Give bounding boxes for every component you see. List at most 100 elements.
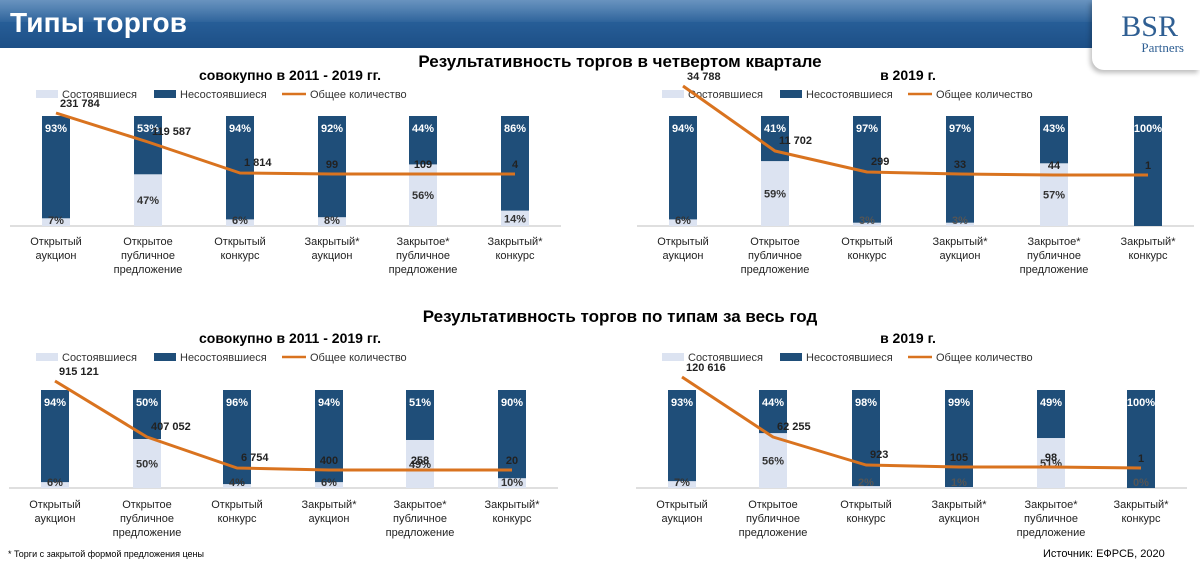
bar-failed [409, 116, 437, 165]
label-total: 923 [870, 449, 888, 461]
bsr-logo: BSR Partners [1092, 0, 1200, 70]
chart-legend: Состоявшиеся Несостоявшиеся Общее количест… [662, 89, 1033, 101]
legend-label-done: Состоявшиеся [688, 89, 763, 101]
bar-done [946, 222, 974, 226]
legend-label-failed: Несостоявшиеся [806, 352, 893, 364]
label-done-pct: 10% [501, 477, 523, 489]
label-failed-pct: 93% [45, 123, 67, 135]
source-note: Источник: ЕФРСБ, 2020 [1043, 548, 1165, 560]
bar-done [669, 219, 697, 226]
label-done-pct: 6% [47, 477, 63, 489]
bar-failed [852, 390, 880, 487]
bar-failed [1134, 116, 1162, 226]
label-failed-pct: 53% [137, 123, 159, 135]
label-done-pct: 3% [859, 215, 875, 227]
label-total: 1 814 [244, 157, 272, 169]
label-done-pct: 14% [504, 213, 526, 225]
label-done-pct: 6% [232, 215, 248, 227]
bar-done [133, 439, 161, 488]
label-done-pct: 2% [858, 477, 874, 489]
chart-q4-total: совокупно в 2011 - 2019 гг. Состоявшиеся Н… [10, 67, 561, 276]
bar-failed [1127, 390, 1155, 488]
category-label: Открытый аукцион [30, 236, 82, 262]
bar-failed [668, 390, 696, 482]
footnote: * Торги с закрытой формой предложения це… [8, 549, 204, 559]
category-label: Открытое публичное предложение [741, 236, 810, 276]
label-total: 4 [512, 159, 519, 171]
chart-title: совокупно в 2011 - 2019 гг. [199, 67, 381, 83]
bar-done [945, 487, 973, 488]
label-total: 98 [1045, 452, 1057, 464]
label-done-pct: 6% [321, 477, 337, 489]
label-failed-pct: 86% [504, 123, 526, 135]
label-total: 62 255 [777, 421, 811, 433]
legend-swatch-done [36, 90, 58, 98]
category-label: Закрытый* аукцион [933, 236, 989, 262]
label-total: 44 [1048, 160, 1061, 172]
bar-failed [318, 116, 346, 218]
label-failed-pct: 43% [1043, 123, 1065, 135]
category-label: Закрытый* конкурс [1114, 499, 1170, 525]
legend-label-total: Общее количество [936, 352, 1033, 364]
chart-legend: Состоявшиеся Несостоявшиеся Общее количест… [36, 89, 407, 101]
category-label: Открытое публичное предложение [739, 499, 808, 539]
bar-done [498, 478, 526, 488]
label-done-pct: 56% [762, 456, 784, 468]
label-failed-pct: 50% [136, 397, 158, 409]
total-line [682, 84, 1148, 177]
label-done-pct: 7% [674, 477, 690, 489]
bar-done [1037, 438, 1065, 488]
chart-title: в 2019 г. [880, 330, 936, 346]
bar-failed [41, 390, 69, 483]
total-line [55, 111, 515, 176]
label-failed-pct: 99% [948, 397, 970, 409]
legend-swatch-done [662, 353, 684, 361]
label-failed-pct: 92% [321, 123, 343, 135]
legend-label-total: Общее количество [310, 89, 407, 101]
legend-label-failed: Несостоявшиеся [180, 89, 267, 101]
label-done-pct: 6% [675, 215, 691, 227]
bar-done [226, 219, 254, 226]
category-label: Закрытый* конкурс [488, 236, 544, 262]
bar-done [42, 218, 70, 226]
label-total: 1 [1138, 453, 1144, 465]
legend-label-total: Общее количество [310, 352, 407, 364]
bar-failed [1040, 116, 1068, 164]
total-line [54, 379, 512, 472]
label-failed-pct: 98% [855, 397, 877, 409]
category-label: Закрытый* конкурс [1121, 236, 1177, 262]
bar-done [406, 439, 434, 488]
bar-failed [945, 390, 973, 488]
label-failed-pct: 90% [501, 397, 523, 409]
chart-title: совокупно в 2011 - 2019 гг. [199, 330, 381, 346]
category-label: Закрытый* аукцион [932, 499, 988, 525]
category-label: Закрытое* публичное предложение [1020, 236, 1089, 276]
label-done-pct: 1% [951, 477, 967, 489]
category-label: Открытый конкурс [840, 499, 892, 525]
label-failed-pct: 94% [318, 397, 340, 409]
label-done-pct: 57% [1043, 190, 1065, 202]
bar-failed [946, 116, 974, 223]
label-done-pct: 4% [229, 477, 245, 489]
bar-failed [759, 390, 787, 434]
legend-swatch-failed [780, 353, 802, 361]
bar-done [501, 210, 529, 226]
label-total: 299 [871, 156, 889, 168]
legend-swatch-done [662, 90, 684, 98]
legend-label-done: Состоявшиеся [62, 89, 137, 101]
header-banner: Типы торгов [0, 0, 1200, 48]
bar-done [134, 174, 162, 226]
legend-label-failed: Несостоявшиеся [806, 89, 893, 101]
label-failed-pct: 44% [762, 397, 784, 409]
legend-label-done: Состоявшиеся [62, 352, 137, 364]
label-failed-pct: 97% [856, 123, 878, 135]
bar-done [761, 161, 789, 226]
bar-done [668, 481, 696, 488]
chart-title: в 2019 г. [880, 67, 936, 83]
label-failed-pct: 49% [1040, 397, 1062, 409]
bar-failed [1037, 390, 1065, 439]
label-total: 231 784 [60, 98, 101, 110]
label-total: 109 [414, 159, 432, 171]
legend-label-failed: Несостоявшиеся [180, 352, 267, 364]
